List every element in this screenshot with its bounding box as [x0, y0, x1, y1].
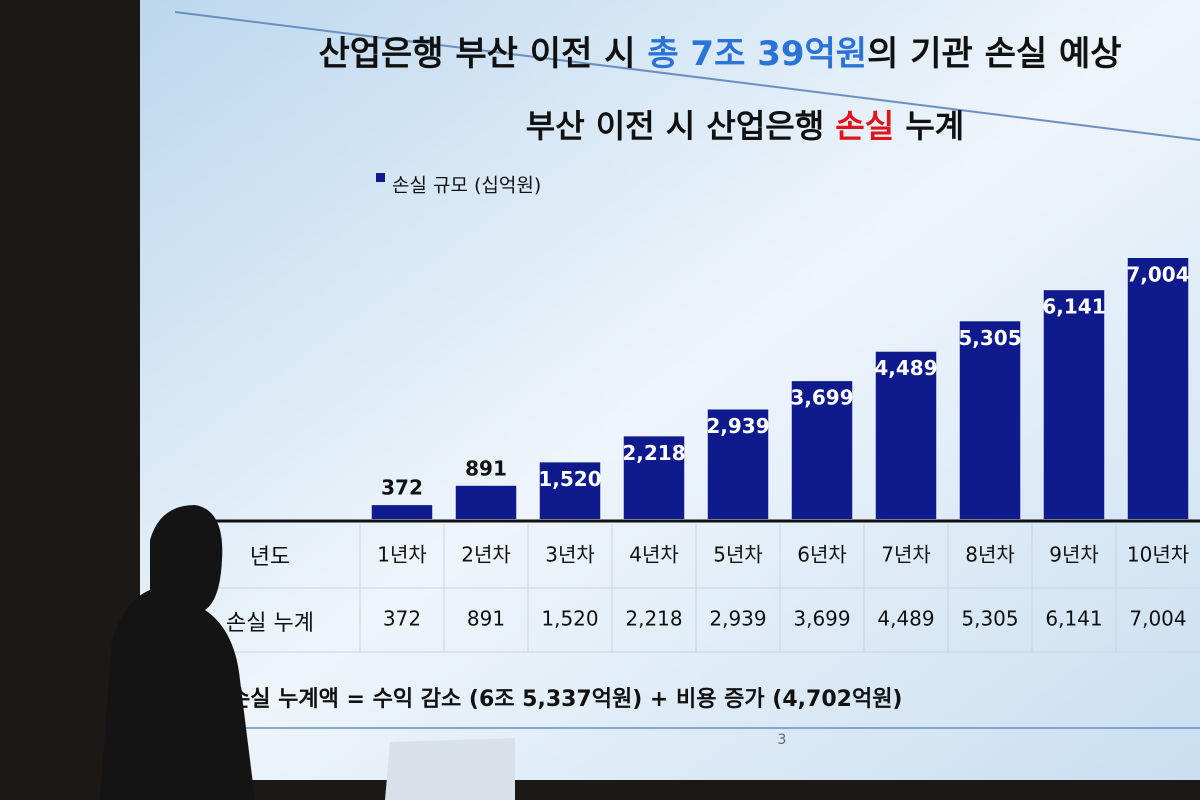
chart-title-text: 부산 이전 시 산업은행 [526, 107, 836, 145]
x-tick-label: 3년차 [545, 543, 595, 567]
x-tick-label: 8년차 [965, 543, 1015, 567]
bar [707, 409, 769, 519]
table-value: 2,939 [709, 607, 766, 631]
bar [1127, 258, 1189, 519]
data-label: 2,939 [706, 414, 769, 438]
table-row-label: 손실 누계 [226, 611, 314, 636]
x-tick-label: 6년차 [797, 543, 847, 567]
x-tick-label: 2년차 [461, 543, 511, 567]
data-label: 372 [381, 476, 423, 500]
plot: 372 1년차 372 891 2년차 891 1,520 3년차 1,520 2,218 4년차 2… [359, 258, 1190, 652]
headline-highlight: 총 7조 39억원 [647, 34, 867, 74]
headline: 산업은행 부산 이전 시 총 7조 39억원의 기관 손실 예상 [318, 34, 1121, 74]
presenter [100, 505, 255, 800]
table-value: 1,520 [541, 607, 598, 631]
bar [539, 462, 601, 519]
table-value: 891 [467, 607, 505, 631]
podium [385, 738, 515, 800]
headline-text: 의 기관 손실 예상 [867, 34, 1121, 74]
x-tick-label: 10년차 [1127, 543, 1189, 567]
footer-note: 손실 누계액 = 수익 감소 (6조 5,337억원) + 비용 증가 (4,7… [230, 687, 902, 712]
chart-title-highlight: 손실 [835, 107, 894, 145]
bar [791, 381, 853, 519]
data-label: 3,699 [790, 386, 853, 410]
bar [959, 321, 1021, 519]
table-value: 2,218 [625, 607, 682, 631]
headline-rule [174, 11, 1200, 141]
headline-text: 산업은행 부산 이전 시 [318, 34, 647, 74]
bar [455, 485, 517, 519]
x-tick-label: 9년차 [1049, 543, 1099, 567]
table-value: 372 [383, 607, 421, 631]
data-label: 5,305 [958, 326, 1021, 350]
page-number: 3 [778, 732, 787, 748]
legend-swatch [376, 173, 385, 182]
chart-title-text: 누계 [894, 107, 964, 145]
data-label: 1,520 [538, 467, 601, 491]
x-tick-label: 1년차 [377, 543, 427, 567]
data-label: 2,218 [622, 441, 685, 465]
table-header-label: 년도 [250, 545, 290, 570]
table-value: 5,305 [961, 607, 1018, 631]
bar [1043, 290, 1105, 519]
x-tick-label: 7년차 [881, 543, 931, 567]
table-value: 3,699 [793, 607, 850, 631]
table-value: 6,141 [1045, 607, 1102, 631]
data-label: 7,004 [1126, 263, 1189, 287]
bar [371, 505, 433, 519]
bar [623, 436, 685, 519]
legend-label: 손실 규모 (십억원) [392, 175, 541, 197]
data-label: 891 [465, 456, 507, 480]
table-value: 7,004 [1129, 607, 1186, 631]
data-label: 4,489 [874, 356, 937, 380]
bar [875, 351, 937, 519]
chart-title: 부산 이전 시 산업은행 손실 누계 [526, 107, 964, 145]
x-tick-label: 4년차 [629, 543, 679, 567]
table-value: 4,489 [877, 607, 934, 631]
x-tick-label: 5년차 [713, 543, 763, 567]
wall [0, 0, 140, 800]
data-label: 6,141 [1042, 295, 1105, 319]
slide [140, 0, 1200, 780]
